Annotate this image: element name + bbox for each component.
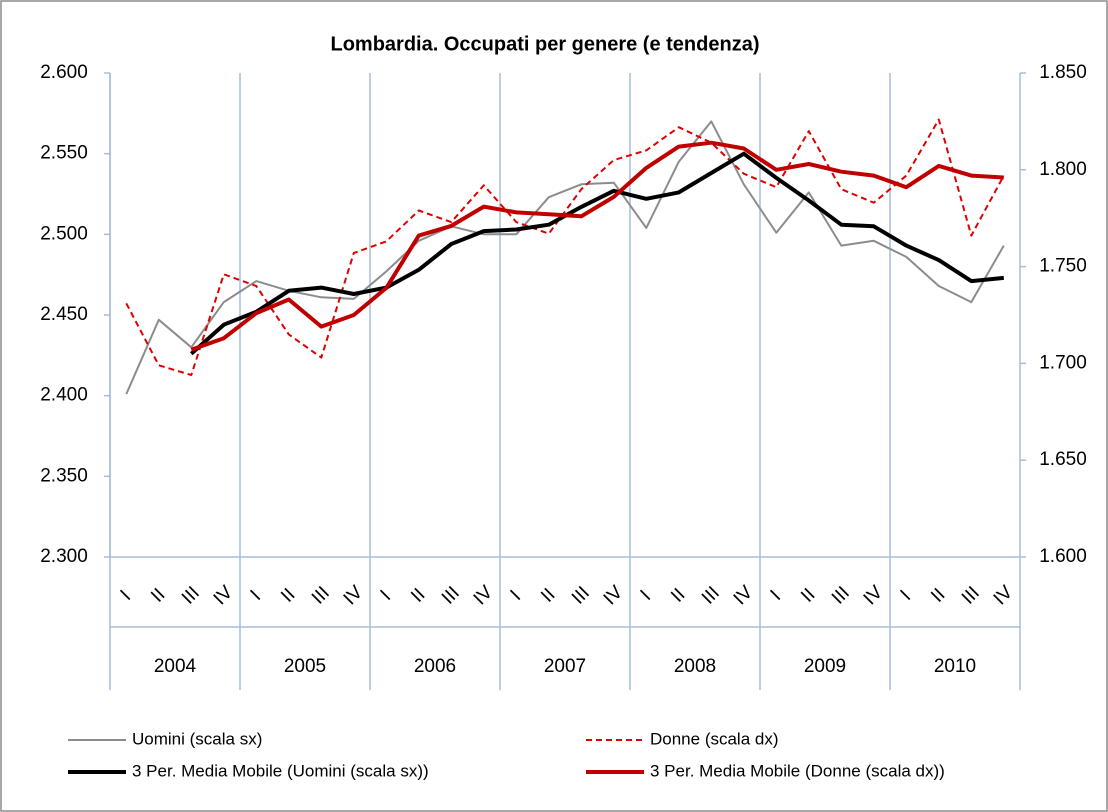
x-group-label: 2006: [414, 656, 456, 677]
x-group-label: 2009: [804, 656, 846, 677]
y-tick-label: 2.450: [40, 304, 88, 325]
y2-tick-label: 1.600: [1039, 546, 1087, 567]
series-line: [125, 118, 1005, 376]
y2-tick-label: 1.850: [1039, 62, 1087, 83]
chart-title: Lombardia. Occupati per genere (e tenden…: [331, 33, 760, 55]
legend-label: Donne (scala dx): [650, 729, 779, 748]
y2-tick-label: 1.700: [1039, 352, 1087, 373]
y2-tick-label: 1.650: [1039, 449, 1087, 470]
y2-tick-label: 1.750: [1039, 256, 1087, 277]
series-line: [125, 120, 1005, 395]
y-tick-label: 2.550: [40, 143, 88, 164]
y2-tick-label: 1.800: [1039, 159, 1087, 180]
legend-label: 3 Per. Media Mobile (Uomini (scala sx)): [132, 761, 429, 780]
x-group-label: 2007: [544, 656, 586, 677]
series-line: [189, 151, 1004, 356]
x-group-label: 2008: [674, 656, 716, 677]
y-tick-label: 2.600: [40, 62, 88, 83]
y-tick-label: 2.300: [40, 546, 88, 567]
y-tick-label: 2.500: [40, 223, 88, 244]
y-tick-label: 2.350: [40, 465, 88, 486]
series-line: [190, 140, 1004, 352]
y-tick-label: 2.400: [40, 385, 88, 406]
x-group-label: 2004: [154, 656, 197, 677]
legend-label: Uomini (scala sx): [132, 729, 262, 748]
x-group-label: 2010: [934, 656, 976, 677]
x-group-label: 2005: [284, 656, 326, 677]
legend-label: 3 Per. Media Mobile (Donne (scala dx)): [650, 761, 945, 780]
